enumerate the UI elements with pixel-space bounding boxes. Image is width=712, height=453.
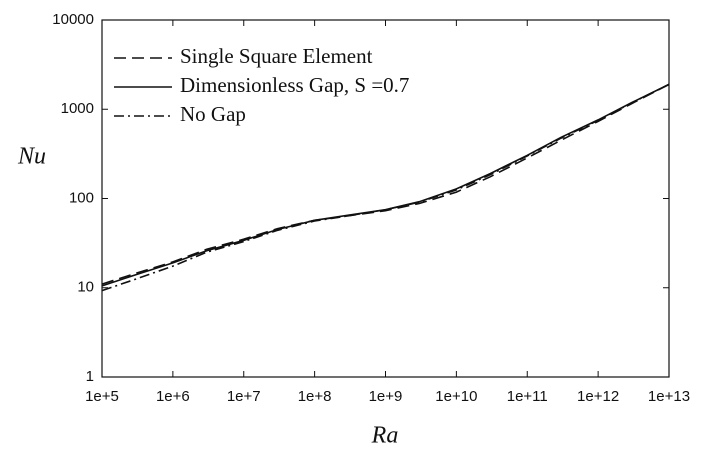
x-tick-label: 1e+5	[85, 388, 119, 405]
y-tick-label: 10	[77, 279, 94, 296]
legend-label: Single Square Element	[180, 44, 373, 68]
x-tick-label: 1e+7	[227, 388, 261, 405]
series-line	[101, 83, 670, 292]
y-tick-label: 1000	[61, 100, 94, 117]
legend-label: Dimensionless Gap, S =0.7	[180, 73, 409, 97]
x-axis-label: Ra	[371, 423, 399, 449]
x-tick-label: 1e+10	[435, 388, 477, 405]
x-tick-label: 1e+12	[577, 388, 619, 405]
x-tick-label: 1e+6	[156, 388, 190, 405]
y-axis-label: Nu	[17, 144, 46, 170]
y-tick-label: 100	[69, 189, 94, 206]
y-tick-label: 10000	[52, 11, 94, 28]
x-tick-label: 1e+11	[507, 388, 548, 405]
legend-label: No Gap	[180, 102, 246, 126]
x-tick-label: 1e+8	[298, 388, 332, 405]
x-tick-label: 1e+9	[369, 388, 403, 405]
x-tick-label: 1e+13	[648, 388, 690, 405]
y-tick-label: 1	[86, 368, 94, 385]
series-line	[101, 83, 670, 285]
